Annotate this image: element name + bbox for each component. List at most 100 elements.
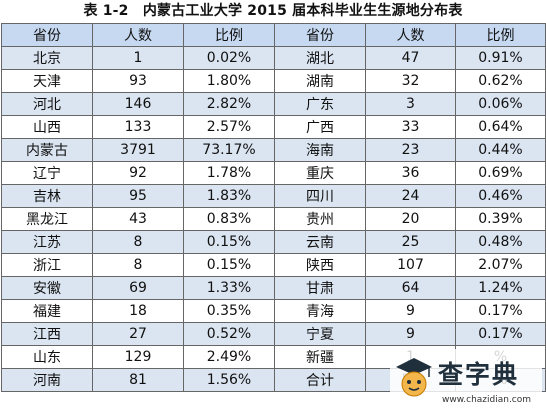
header-ratio: 比例 [183,23,275,47]
cell-ratio: 0.17% [455,299,546,323]
cell-ratio: 1.24% [455,276,546,300]
table-row: 北京 1 0.02% 湖北 47 0.91% [1,46,546,70]
table-row: 浙江 8 0.15% 陕西 107 2.07% [1,253,546,277]
cell-ratio: 1.83% [183,184,275,208]
cell-ratio: 1.80% [183,69,275,93]
cell-count: 23 [365,138,456,162]
cell-ratio: 0.02% [183,46,275,70]
cell-ratio: 0.62% [455,69,546,93]
cell-province: 黑龙江 [1,207,93,231]
header-count: 人数 [92,23,184,47]
cell-ratio: 0.15% [183,230,275,254]
table-caption: 表 1-2 内蒙古工业大学 2015 届本科毕业生生源地分布表 [83,3,463,19]
cell-province: 四川 [274,184,366,208]
watermark-name: 查字典 [438,360,520,389]
cell-province: 河南 [1,368,93,392]
cell-province: 山西 [1,115,93,139]
cell-province: 广西 [274,115,366,139]
cell-count: 47 [365,46,456,70]
cell-ratio: 73.17% [183,138,275,162]
cell-province: 福建 [1,299,93,323]
cell-province: 新疆 [274,345,366,369]
header-row: 省份 人数 比例 省份 人数 比例 [1,23,546,47]
cell-province: 辽宁 [1,161,93,185]
cell-count: 1 [92,46,184,70]
cell-province: 内蒙古 [1,138,93,162]
cell-province: 广东 [274,92,366,116]
cell-province: 湖南 [274,69,366,93]
cell-province: 重庆 [274,161,366,185]
cell-count: 92 [92,161,184,185]
cell-ratio: 0.69% [455,161,546,185]
cell-count: 81 [92,368,184,392]
cell-ratio: 0.17% [455,322,546,346]
table-row: 天津 93 1.80% 湖南 32 0.62% [1,69,546,93]
cell-ratio: 0.48% [455,230,546,254]
cell-count: 3 [365,92,456,116]
table-row: 江苏 8 0.15% 云南 25 0.48% [1,230,546,254]
cell-ratio: 0.46% [455,184,546,208]
cell-ratio: 2.82% [183,92,275,116]
table-row: 内蒙古 3791 73.17% 海南 23 0.44% [1,138,546,162]
cell-province: 宁夏 [274,322,366,346]
cell-ratio: 1.78% [183,161,275,185]
cell-province: 青海 [274,299,366,323]
table-row: 河北 146 2.82% 广东 3 0.06% [1,92,546,116]
cell-ratio: 0.35% [183,299,275,323]
table-row: 安徽 69 1.33% 甘肃 64 1.24% [1,276,546,300]
table-row: 吉林 95 1.83% 四川 24 0.46% [1,184,546,208]
table-row: 辽宁 92 1.78% 重庆 36 0.69% [1,161,546,185]
chazidian-watermark: 查字典 www.chazidian.com [390,349,542,415]
cell-ratio: 2.49% [183,345,275,369]
cell-count: 27 [92,322,184,346]
cell-province: 北京 [1,46,93,70]
cell-count: 8 [92,253,184,277]
cell-count: 95 [92,184,184,208]
table-row: 江西 27 0.52% 宁夏 9 0.17% [1,322,546,346]
cell-count: 9 [365,322,456,346]
cell-count: 25 [365,230,456,254]
header-province: 省份 [1,23,93,47]
cell-province: 山东 [1,345,93,369]
table-row: 黑龙江 43 0.83% 贵州 20 0.39% [1,207,546,231]
data-table: 省份 人数 比例 省份 人数 比例 北京 1 0.02% 湖北 47 0.91%… [1,23,546,392]
cell-ratio: 0.44% [455,138,546,162]
cell-province: 河北 [1,92,93,116]
cell-count: 64 [365,276,456,300]
watermark-url: www.chazidian.com [442,395,532,405]
cell-province: 江西 [1,322,93,346]
cell-province: 浙江 [1,253,93,277]
cell-count: 20 [365,207,456,231]
cell-ratio: 0.39% [455,207,546,231]
cell-province: 吉林 [1,184,93,208]
cell-province: 湖北 [274,46,366,70]
cell-ratio: 2.57% [183,115,275,139]
cell-count: 93 [92,69,184,93]
cell-province: 陕西 [274,253,366,277]
cell-count: 8 [92,230,184,254]
cell-ratio: 0.06% [455,92,546,116]
cell-ratio: 1.33% [183,276,275,300]
cell-count: 43 [92,207,184,231]
cell-ratio: 0.83% [183,207,275,231]
cell-ratio: 2.07% [455,253,546,277]
cell-province: 甘肃 [274,276,366,300]
cell-count: 3791 [92,138,184,162]
cell-count: 107 [365,253,456,277]
cell-ratio: 0.15% [183,253,275,277]
cell-province: 江苏 [1,230,93,254]
header-count: 人数 [365,23,456,47]
cell-count: 133 [92,115,184,139]
cell-count: 24 [365,184,456,208]
table-row: 山西 133 2.57% 广西 33 0.64% [1,115,546,139]
table-row: 福建 18 0.35% 青海 9 0.17% [1,299,546,323]
cell-ratio: 0.91% [455,46,546,70]
cell-ratio: 0.64% [455,115,546,139]
cell-province: 安徽 [1,276,93,300]
cell-province: 贵州 [274,207,366,231]
header-province: 省份 [274,23,366,47]
header-ratio: 比例 [455,23,546,47]
cell-province: 云南 [274,230,366,254]
cell-ratio: 1.56% [183,368,275,392]
cell-count: 129 [92,345,184,369]
